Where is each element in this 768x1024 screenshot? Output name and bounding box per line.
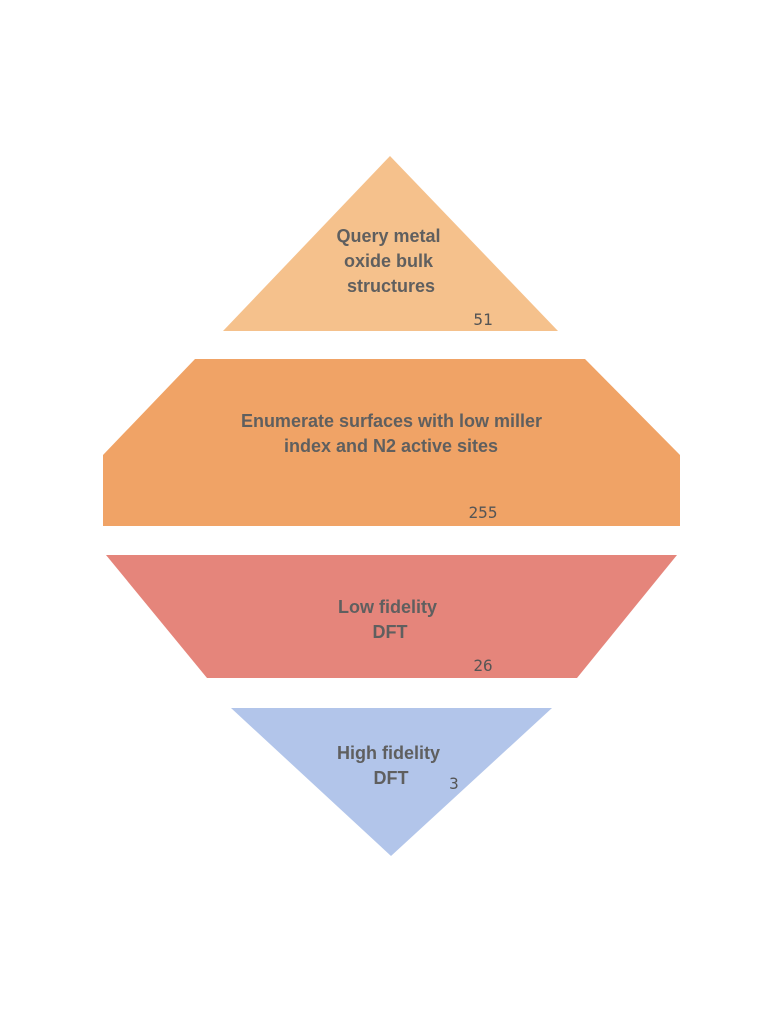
stage-query-bulk-label-line-1: Query metal [336,226,440,246]
stage-enumerate-surfaces-count: 255 [469,503,498,522]
stage-enumerate-surfaces: Enumerate surfaces with low miller index… [103,359,680,526]
stage-high-fidelity-dft-label-line-2: DFT [374,768,409,788]
stage-query-bulk-count: 51 [473,310,492,329]
stage-low-fidelity-dft-count: 26 [473,656,492,675]
svg-text:Enumerate surfaces with low mi: Enumerate surfaces with low miller index… [241,411,547,456]
svg-text:Query metal oxide bulk: Query metal oxide bulk structures [336,226,445,296]
stage-low-fidelity-dft: Low fidelity DFT 26 [106,555,677,678]
stage-enumerate-surfaces-label-line-1: Enumerate surfaces with low miller [241,411,542,431]
stage-high-fidelity-dft-label-line-1: High fidelity [337,743,440,763]
stage-high-fidelity-dft-shape [231,708,552,856]
stage-query-bulk-label-line-3: structures [347,276,435,296]
stage-query-bulk: Query metal oxide bulk structures 51 [223,156,558,331]
stage-low-fidelity-dft-label-line-1: Low fidelity [338,597,437,617]
stage-high-fidelity-dft-count: 3 [449,774,459,793]
stage-query-bulk-label-line-2: oxide bulk [344,251,434,271]
stage-query-bulk-shape [223,156,558,331]
svg-text:High fidelity DFT: High fidelity DFT [337,743,445,788]
stage-enumerate-surfaces-shape [103,359,680,526]
stage-low-fidelity-dft-label-line-2: DFT [373,622,408,642]
stage-enumerate-surfaces-label-line-2: index and N2 active sites [284,436,498,456]
stage-low-fidelity-dft-shape [106,555,677,678]
stage-high-fidelity-dft: High fidelity DFT 3 [231,708,552,856]
svg-text:Low fidelity DFT: Low fidelity DFT [338,597,442,642]
